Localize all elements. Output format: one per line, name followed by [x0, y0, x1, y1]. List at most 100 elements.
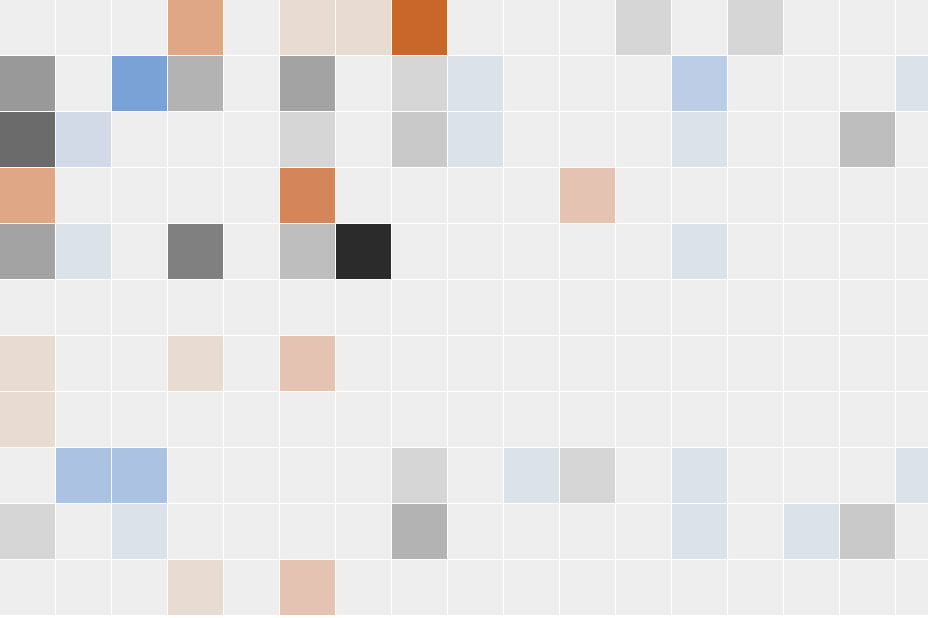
heatmap-cell-r3-c2 [112, 168, 167, 223]
heatmap-cell-r1-c4 [224, 56, 279, 111]
heatmap-cell-r7-c7 [392, 392, 447, 447]
heatmap-cell-r3-c11 [616, 168, 671, 223]
heatmap-cell-r4-c12 [672, 224, 727, 279]
heatmap-cell-r2-c14 [784, 112, 839, 167]
heatmap-cell-r4-c6 [336, 224, 391, 279]
heatmap-cell-r10-c1 [56, 560, 111, 615]
heatmap-cell-r7-c0 [0, 392, 55, 447]
heatmap-cell-r7-c13 [728, 392, 783, 447]
heatmap-cell-r7-c1 [56, 392, 111, 447]
heatmap-cell-r2-c8 [448, 112, 503, 167]
heatmap-cell-r6-c1 [56, 336, 111, 391]
heatmap-cell-r7-c11 [616, 392, 671, 447]
heatmap-cell-r7-c8 [448, 392, 503, 447]
heatmap-cell-r0-c11 [616, 0, 671, 55]
heatmap-cell-r7-c12 [672, 392, 727, 447]
heatmap-cell-r6-c7 [392, 336, 447, 391]
heatmap-cell-r2-c11 [616, 112, 671, 167]
heatmap-cell-r4-c9 [504, 224, 559, 279]
heatmap-cell-r8-c0 [0, 448, 55, 503]
heatmap-cell-r5-c0 [0, 280, 55, 335]
heatmap-cell-r1-c15 [840, 56, 895, 111]
heatmap-cell-r5-c12 [672, 280, 727, 335]
heatmap-cell-r9-c6 [336, 504, 391, 559]
heatmap-cell-r10-c0 [0, 560, 55, 615]
heatmap-cell-r1-c6 [336, 56, 391, 111]
heatmap-cell-r3-c9 [504, 168, 559, 223]
heatmap-cell-r4-c13 [728, 224, 783, 279]
heatmap-cell-r10-c8 [448, 560, 503, 615]
heatmap-cell-r7-c6 [336, 392, 391, 447]
heatmap-cell-r8-c9 [504, 448, 559, 503]
heatmap-cell-r2-c7 [392, 112, 447, 167]
heatmap-cell-r8-c4 [224, 448, 279, 503]
heatmap-cell-r6-c10 [560, 336, 615, 391]
heatmap-cell-r5-c4 [224, 280, 279, 335]
heatmap-cell-r5-c1 [56, 280, 111, 335]
heatmap-cell-r10-c5 [280, 560, 335, 615]
heatmap-cell-r3-c12 [672, 168, 727, 223]
heatmap-cell-r2-c10 [560, 112, 615, 167]
heatmap-cell-r6-c13 [728, 336, 783, 391]
heatmap-cell-r3-c7 [392, 168, 447, 223]
heatmap-cell-r8-c6 [336, 448, 391, 503]
heatmap-cell-r9-c5 [280, 504, 335, 559]
heatmap-cell-r3-c6 [336, 168, 391, 223]
heatmap-cell-r0-c16 [896, 0, 928, 55]
heatmap-cell-r2-c12 [672, 112, 727, 167]
heatmap-cell-r8-c5 [280, 448, 335, 503]
heatmap-cell-r3-c14 [784, 168, 839, 223]
heatmap-cell-r0-c15 [840, 0, 895, 55]
heatmap-cell-r0-c4 [224, 0, 279, 55]
heatmap-cell-r8-c2 [112, 448, 167, 503]
heatmap-cell-r2-c1 [56, 112, 111, 167]
heatmap-cell-r9-c1 [56, 504, 111, 559]
heatmap-cell-r3-c15 [840, 168, 895, 223]
heatmap-cell-r0-c1 [56, 0, 111, 55]
heatmap-cell-r9-c10 [560, 504, 615, 559]
heatmap-cell-r4-c10 [560, 224, 615, 279]
heatmap-cell-r0-c8 [448, 0, 503, 55]
heatmap-cell-r1-c3 [168, 56, 223, 111]
heatmap-cell-r1-c14 [784, 56, 839, 111]
heatmap-cell-r5-c10 [560, 280, 615, 335]
heatmap-cell-r7-c14 [784, 392, 839, 447]
heatmap-cell-r3-c4 [224, 168, 279, 223]
heatmap-cell-r3-c1 [56, 168, 111, 223]
heatmap-cell-r0-c5 [280, 0, 335, 55]
heatmap-cell-r10-c9 [504, 560, 559, 615]
heatmap-cell-r4-c0 [0, 224, 55, 279]
heatmap-cell-r2-c16 [896, 112, 928, 167]
heatmap-cell-r0-c10 [560, 0, 615, 55]
heatmap-cell-r9-c16 [896, 504, 928, 559]
heatmap-cell-r8-c11 [616, 448, 671, 503]
heatmap-cell-r10-c6 [336, 560, 391, 615]
heatmap-cell-r8-c3 [168, 448, 223, 503]
heatmap-cell-r9-c7 [392, 504, 447, 559]
heatmap-cell-r10-c4 [224, 560, 279, 615]
heatmap-cell-r6-c15 [840, 336, 895, 391]
heatmap-cell-r5-c7 [392, 280, 447, 335]
heatmap-cell-r3-c16 [896, 168, 928, 223]
heatmap-cell-r0-c14 [784, 0, 839, 55]
heatmap-cell-r1-c12 [672, 56, 727, 111]
heatmap-cell-r0-c3 [168, 0, 223, 55]
heatmap-cell-r10-c16 [896, 560, 928, 615]
heatmap-cell-r5-c14 [784, 280, 839, 335]
heatmap-cell-r6-c11 [616, 336, 671, 391]
heatmap-cell-r8-c15 [840, 448, 895, 503]
heatmap-cell-r4-c3 [168, 224, 223, 279]
heatmap-cell-r6-c3 [168, 336, 223, 391]
heatmap-cell-r7-c15 [840, 392, 895, 447]
heatmap-cell-r1-c13 [728, 56, 783, 111]
heatmap-cell-r3-c5 [280, 168, 335, 223]
heatmap-cell-r4-c4 [224, 224, 279, 279]
heatmap-cell-r7-c2 [112, 392, 167, 447]
heatmap-cell-r6-c2 [112, 336, 167, 391]
heatmap-cell-r8-c10 [560, 448, 615, 503]
heatmap-cell-r7-c3 [168, 392, 223, 447]
heatmap-cell-r1-c1 [56, 56, 111, 111]
heatmap-cell-r7-c16 [896, 392, 928, 447]
heatmap-cell-r9-c4 [224, 504, 279, 559]
